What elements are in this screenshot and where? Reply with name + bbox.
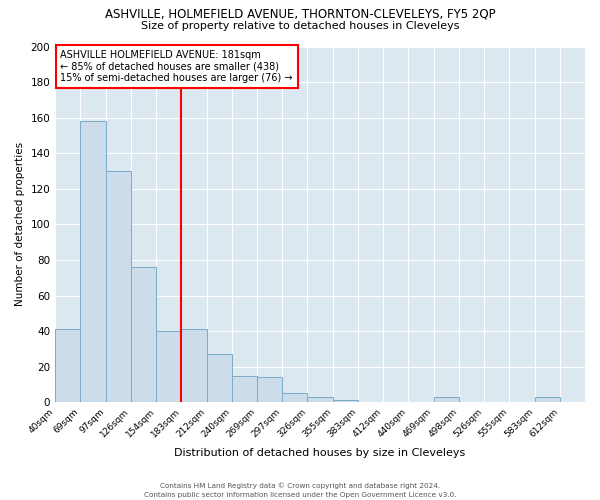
- Text: ASHVILLE HOLMEFIELD AVENUE: 181sqm
← 85% of detached houses are smaller (438)
15: ASHVILLE HOLMEFIELD AVENUE: 181sqm ← 85%…: [61, 50, 293, 84]
- Y-axis label: Number of detached properties: Number of detached properties: [15, 142, 25, 306]
- Bar: [434, 397, 459, 402]
- Bar: [80, 121, 106, 402]
- Bar: [131, 267, 156, 402]
- Bar: [156, 331, 181, 402]
- Bar: [106, 171, 131, 402]
- Bar: [307, 397, 332, 402]
- X-axis label: Distribution of detached houses by size in Cleveleys: Distribution of detached houses by size …: [175, 448, 466, 458]
- Bar: [257, 378, 282, 402]
- Text: ASHVILLE, HOLMEFIELD AVENUE, THORNTON-CLEVELEYS, FY5 2QP: ASHVILLE, HOLMEFIELD AVENUE, THORNTON-CL…: [104, 8, 496, 20]
- Bar: [206, 354, 232, 402]
- Bar: [181, 330, 206, 402]
- Bar: [55, 330, 80, 402]
- Bar: [535, 397, 560, 402]
- Text: Contains HM Land Registry data © Crown copyright and database right 2024.: Contains HM Land Registry data © Crown c…: [160, 482, 440, 489]
- Bar: [332, 400, 358, 402]
- Text: Contains public sector information licensed under the Open Government Licence v3: Contains public sector information licen…: [144, 492, 456, 498]
- Bar: [282, 394, 307, 402]
- Text: Size of property relative to detached houses in Cleveleys: Size of property relative to detached ho…: [141, 21, 459, 31]
- Bar: [232, 376, 257, 402]
